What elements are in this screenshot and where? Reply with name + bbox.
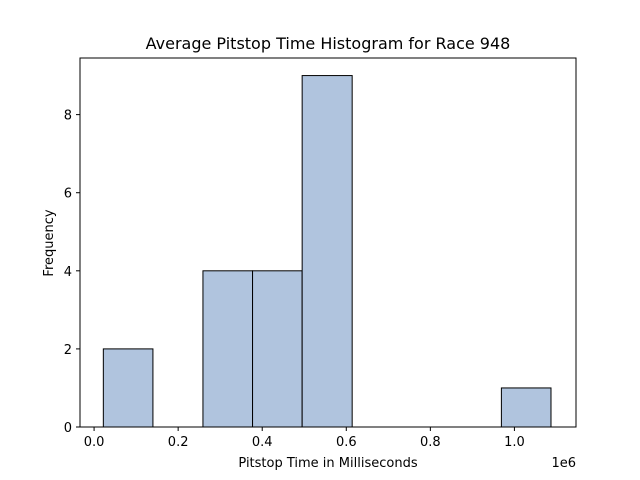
y-tick-label: 4 [64,265,72,280]
x-tick-label: 0.8 [420,435,441,450]
histogram-bar-0 [102,348,154,428]
chart-title: Average Pitstop Time Histogram for Race … [146,34,511,53]
histogram-bar-8 [500,387,552,428]
x-axis: 0.0 0.2 0.4 0.6 0.8 1.0 [84,427,525,450]
x-tick-label: 0.4 [252,435,273,450]
histogram-bar-3 [252,270,303,428]
histogram-bar-2 [202,270,254,428]
y-axis-label: Frequency [42,209,57,276]
x-axis-label: Pitstop Time in Milliseconds [238,456,417,471]
histogram-bar-4 [301,75,353,428]
y-tick-label: 8 [64,109,72,124]
plot-frame [79,57,577,428]
x-tick-label: 0.6 [336,435,357,450]
histogram-bars [102,75,552,428]
x-tick-label: 0.0 [84,435,105,450]
y-tick-label: 2 [64,343,72,358]
y-tick-label: 0 [64,421,72,436]
x-tick-label: 1.0 [504,435,525,450]
x-axis-offset-label: 1e6 [551,456,576,471]
y-tick-label: 6 [64,187,72,202]
x-tick-label: 0.2 [168,435,189,450]
y-axis: 0 2 4 6 8 [64,109,80,436]
